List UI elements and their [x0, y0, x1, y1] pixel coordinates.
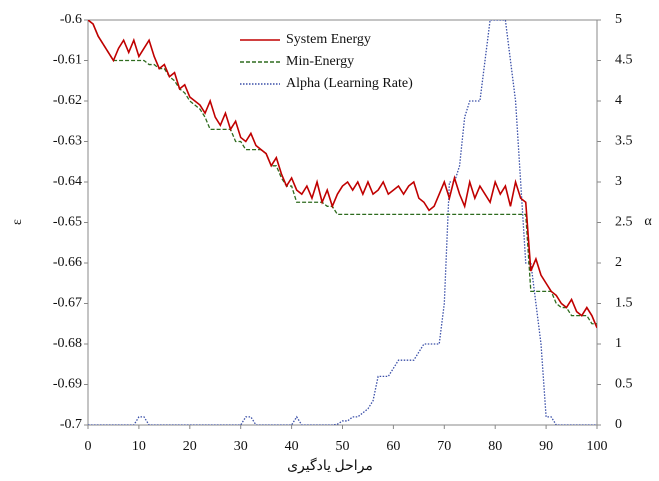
- y-tick-label: -0.62: [53, 93, 82, 108]
- y-tick-label: -0.65: [53, 215, 82, 230]
- y2-tick-label: 0: [615, 417, 622, 432]
- x-tick-label: 70: [437, 439, 451, 454]
- x-axis-label: مراحل یادگیری: [287, 457, 373, 474]
- legend-label: Alpha (Learning Rate): [286, 76, 413, 91]
- y-tick-label: -0.61: [53, 53, 82, 68]
- y2-tick-label: 5: [615, 12, 622, 27]
- y2-tick-label: 4: [615, 93, 622, 108]
- y-tick-label: -0.6: [60, 12, 82, 27]
- y2-tick-label: 3.5: [615, 134, 633, 149]
- y2-axis-label: α: [644, 214, 652, 229]
- x-tick-label: 80: [488, 439, 502, 454]
- series-line: [88, 20, 597, 325]
- y2-tick-label: 1.5: [615, 296, 633, 311]
- x-tick-label: 30: [234, 439, 248, 454]
- y-tick-label: -0.7: [60, 417, 82, 432]
- x-tick-label: 50: [336, 439, 350, 454]
- y2-tick-label: 0.5: [615, 377, 633, 392]
- x-tick-label: 90: [539, 439, 553, 454]
- y2-tick-label: 3: [615, 174, 622, 189]
- y-axis-label: ε: [10, 219, 25, 225]
- y2-tick-label: 2.5: [615, 215, 633, 230]
- y2-tick-label: 2: [615, 255, 622, 270]
- y-tick-label: -0.69: [53, 377, 82, 392]
- series-line: [88, 20, 597, 425]
- legend-label: System Energy: [286, 32, 371, 47]
- series-line: [88, 20, 597, 329]
- x-tick-label: 100: [587, 439, 608, 454]
- x-tick-label: 10: [132, 439, 146, 454]
- x-tick-label: 60: [386, 439, 400, 454]
- y-tick-label: -0.67: [53, 296, 82, 311]
- y-tick-label: -0.63: [53, 134, 82, 149]
- y-tick-label: -0.64: [53, 174, 82, 189]
- plot-area: [88, 20, 597, 425]
- y-tick-label: -0.66: [53, 255, 82, 270]
- legend-label: Min-Energy: [286, 54, 354, 69]
- y-tick-label: -0.68: [53, 336, 82, 351]
- y2-tick-label: 4.5: [615, 53, 633, 68]
- x-tick-label: 40: [285, 439, 299, 454]
- x-tick-label: 20: [183, 439, 197, 454]
- y2-tick-label: 1: [615, 336, 622, 351]
- x-tick-label: 0: [85, 439, 92, 454]
